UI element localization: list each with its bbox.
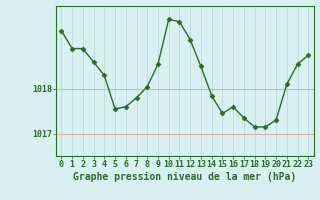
- X-axis label: Graphe pression niveau de la mer (hPa): Graphe pression niveau de la mer (hPa): [73, 172, 296, 182]
